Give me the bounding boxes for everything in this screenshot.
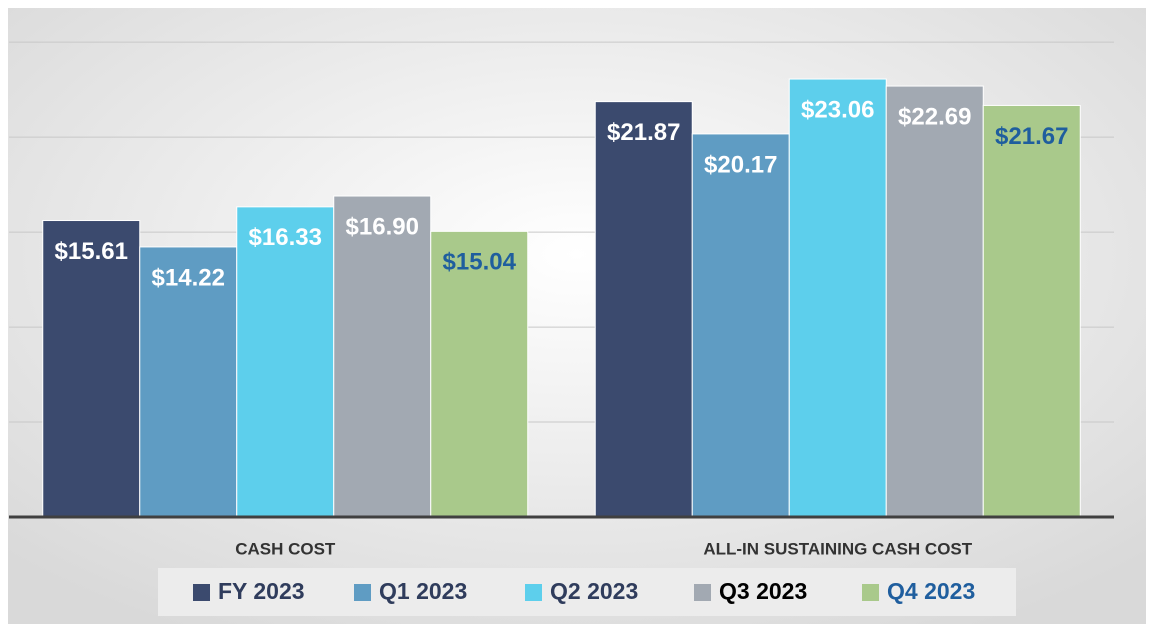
bar [430, 230, 529, 518]
bar [594, 101, 693, 518]
bar [42, 220, 141, 518]
bar [982, 104, 1081, 518]
data-label: $20.17 [704, 151, 777, 178]
bar [139, 246, 238, 518]
legend-label: Q1 2023 [379, 578, 467, 604]
legend-swatch [354, 584, 371, 601]
data-label: $16.33 [249, 224, 322, 251]
bar [236, 206, 335, 518]
bar [691, 133, 790, 518]
data-label: $21.67 [995, 123, 1068, 150]
bar [333, 195, 432, 518]
bar [788, 78, 887, 518]
legend-swatch [193, 584, 210, 601]
x-tick-label: ALL-IN SUSTAINING CASH COST [703, 539, 972, 558]
legend-label: Q2 2023 [550, 578, 638, 604]
legend-swatch [862, 584, 879, 601]
legend-swatch [525, 584, 542, 601]
legend-label: Q4 2023 [887, 578, 975, 604]
data-label: $22.69 [898, 103, 971, 130]
bar [885, 85, 984, 518]
legend-label: Q3 2023 [719, 578, 807, 604]
x-tick-label: CASH COST [235, 539, 336, 558]
data-label: $23.06 [801, 96, 874, 123]
data-label: $15.61 [55, 238, 128, 265]
data-label: $16.90 [346, 213, 419, 240]
data-label: $15.04 [443, 249, 517, 276]
legend-swatch [694, 584, 711, 601]
data-label: $14.22 [152, 264, 225, 291]
data-label: $21.87 [607, 119, 680, 146]
legend-label: FY 2023 [218, 578, 305, 604]
